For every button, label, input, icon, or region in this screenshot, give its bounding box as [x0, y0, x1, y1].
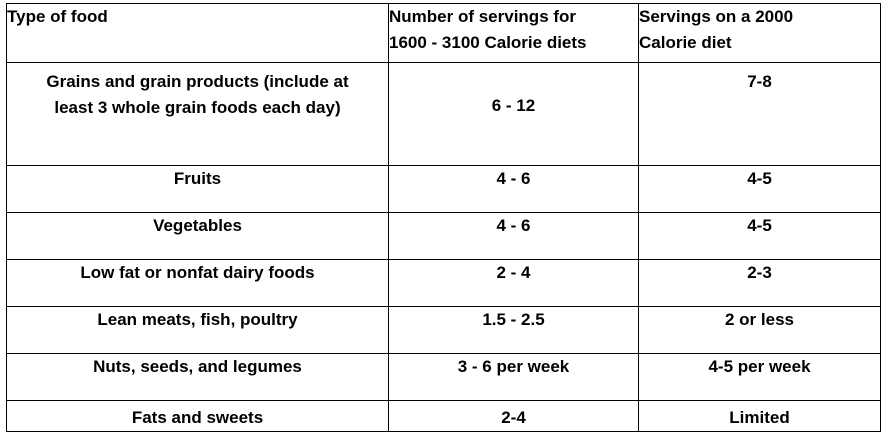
header-food-type-label: Type of food	[7, 7, 108, 26]
food-type-cell: Vegetables	[6, 212, 389, 260]
servings-2000-cell: Limited	[638, 400, 881, 432]
servings-range-cell: 4 - 6	[388, 212, 639, 260]
servings-2000-cell: 2-3	[638, 259, 881, 307]
servings-2000-cell: 2 or less	[638, 306, 881, 354]
food-servings-table: Type of food Number of servings for 1600…	[6, 3, 881, 432]
servings-range-cell: 2-4	[388, 400, 639, 432]
header-servings-range: Number of servings for 1600 - 3100 Calor…	[388, 3, 639, 63]
servings-range-cell: 6 - 12	[388, 62, 639, 166]
food-type-cell: Fats and sweets	[6, 400, 389, 432]
food-type-cell: Fruits	[6, 165, 389, 213]
servings-range-cell: 2 - 4	[388, 259, 639, 307]
table-row: Low fat or nonfat dairy foods 2 - 4 2-3	[6, 259, 881, 307]
header-servings-2000-line1: Servings on a 2000	[639, 7, 794, 26]
table-row: Grains and grain products (include at le…	[6, 62, 881, 166]
table-row: Fats and sweets 2-4 Limited	[6, 400, 881, 432]
table-row: Lean meats, fish, poultry 1.5 - 2.5 2 or…	[6, 306, 881, 354]
header-servings-range-line2: 1600 - 3100 Calorie diets	[389, 33, 587, 52]
servings-2000-cell: 7-8	[638, 62, 881, 166]
header-servings-2000: Servings on a 2000 Calorie diet	[638, 3, 881, 63]
food-type-cell: Low fat or nonfat dairy foods	[6, 259, 389, 307]
table-row: Nuts, seeds, and legumes 3 - 6 per week …	[6, 353, 881, 401]
header-servings-2000-line2: Calorie diet	[639, 33, 732, 52]
food-type-cell: Nuts, seeds, and legumes	[6, 353, 389, 401]
header-servings-range-line1: Number of servings for	[389, 7, 577, 26]
food-type-line2: least 3 whole grain foods each day)	[54, 98, 341, 117]
servings-range-cell: 4 - 6	[388, 165, 639, 213]
servings-2000-cell: 4-5	[638, 165, 881, 213]
servings-range-cell: 3 - 6 per week	[388, 353, 639, 401]
header-food-type: Type of food	[6, 3, 389, 63]
table-row: Vegetables 4 - 6 4-5	[6, 212, 881, 260]
table-row: Fruits 4 - 6 4-5	[6, 165, 881, 213]
table-header-row: Type of food Number of servings for 1600…	[6, 3, 881, 63]
servings-2000-cell: 4-5	[638, 212, 881, 260]
food-type-cell: Grains and grain products (include at le…	[6, 62, 389, 166]
food-type-line1: Grains and grain products (include at	[46, 72, 349, 91]
food-type-cell: Lean meats, fish, poultry	[6, 306, 389, 354]
servings-2000-cell: 4-5 per week	[638, 353, 881, 401]
servings-range-cell: 1.5 - 2.5	[388, 306, 639, 354]
